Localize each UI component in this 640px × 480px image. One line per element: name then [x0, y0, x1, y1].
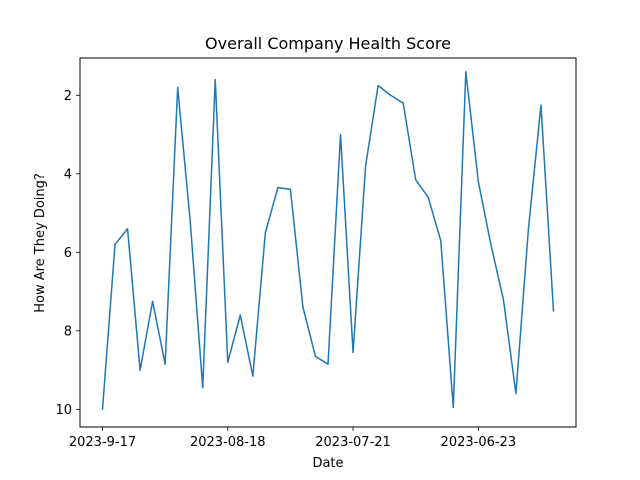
data-point: [427, 196, 429, 198]
data-point: [339, 133, 342, 136]
x-tick-label: 2023-06-23: [441, 435, 517, 450]
data-point: [377, 84, 379, 87]
data-point: [527, 228, 530, 230]
x-axis: 2023-9-17 2023-08-18 2023-07-21 2023-06-23: [69, 427, 516, 450]
data-point: [264, 232, 266, 234]
y-tick-label: 2: [64, 89, 72, 104]
data-point: [540, 104, 542, 106]
y-tick-label: 8: [64, 324, 72, 339]
x-tick-label: 2023-07-21: [315, 435, 391, 450]
data-point: [352, 351, 354, 354]
chart-title: Overall Company Health Score: [205, 34, 451, 53]
y-axis-label: How Are They Doing?: [33, 173, 48, 313]
data-point: [252, 375, 254, 377]
y-tick-label: 6: [64, 246, 72, 261]
data-point: [502, 298, 504, 301]
data-point: [164, 363, 166, 365]
y-tick-label: 4: [64, 167, 72, 182]
data-point: [552, 310, 555, 312]
data-point: [114, 243, 116, 246]
x-tick-label: 2023-08-18: [190, 435, 266, 450]
data-point: [126, 228, 129, 230]
data-point: [440, 239, 442, 242]
data-point: [415, 179, 417, 181]
data-point: [239, 314, 241, 316]
y-axis: 2 4 6 8 10: [55, 89, 80, 418]
data-point: [177, 86, 179, 89]
data-point: [277, 186, 279, 189]
data-point: [452, 406, 454, 408]
data-point: [302, 306, 304, 308]
y-tick-label: 10: [55, 403, 72, 418]
data-point: [465, 71, 467, 73]
data-point: [490, 243, 492, 246]
data-point: [214, 78, 216, 81]
plot-area: [101, 70, 555, 410]
data-point: [515, 393, 517, 395]
data-point: [402, 102, 404, 104]
data-point: [202, 387, 204, 389]
data-point: [477, 181, 479, 183]
data-point: [152, 300, 154, 302]
data-point: [227, 361, 229, 363]
data-point: [364, 165, 367, 167]
data-point: [289, 188, 292, 191]
data-point: [139, 369, 141, 371]
data-point: [189, 220, 191, 222]
axes-frame: [79, 57, 577, 428]
x-axis-label: Date: [312, 456, 343, 471]
x-tick-label: 2023-9-17: [69, 435, 136, 450]
data-point: [101, 408, 104, 410]
data-point: [314, 355, 317, 357]
data-point: [327, 363, 329, 365]
data-point: [390, 94, 392, 96]
